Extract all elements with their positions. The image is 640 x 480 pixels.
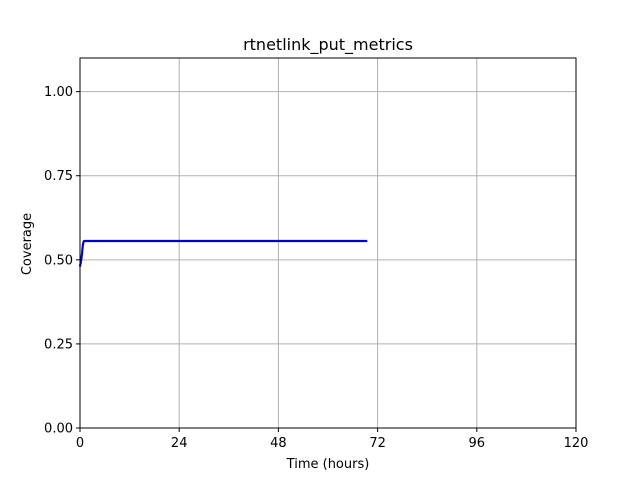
series-layer [78, 239, 368, 267]
grid-lines [79, 58, 577, 429]
y-axis-label: Coverage [20, 213, 35, 275]
x-tick-label: 0 [76, 436, 84, 451]
series-line-0 [78, 239, 368, 267]
y-tick-label: 0.50 [44, 253, 73, 268]
y-tick-label: 0.75 [44, 169, 73, 184]
x-tick-label: 72 [369, 436, 386, 451]
chart-title: rtnetlink_put_metrics [243, 35, 413, 55]
x-tick-label: 24 [171, 436, 188, 451]
y-tick-label: 0.00 [44, 422, 73, 437]
x-tick-label: 96 [469, 436, 486, 451]
x-axis-label: Time (hours) [286, 457, 370, 472]
y-tick-label: 1.00 [44, 85, 73, 100]
y-tick-label: 0.25 [44, 337, 73, 352]
plot-frame [79, 57, 577, 429]
x-axis-ticks: 0 24 48 72 96 120 [76, 428, 589, 451]
y-axis-ticks: 0.00 0.25 0.50 0.75 1.00 [44, 85, 80, 437]
x-tick-label: 48 [270, 436, 287, 451]
x-tick-label: 120 [564, 436, 589, 451]
